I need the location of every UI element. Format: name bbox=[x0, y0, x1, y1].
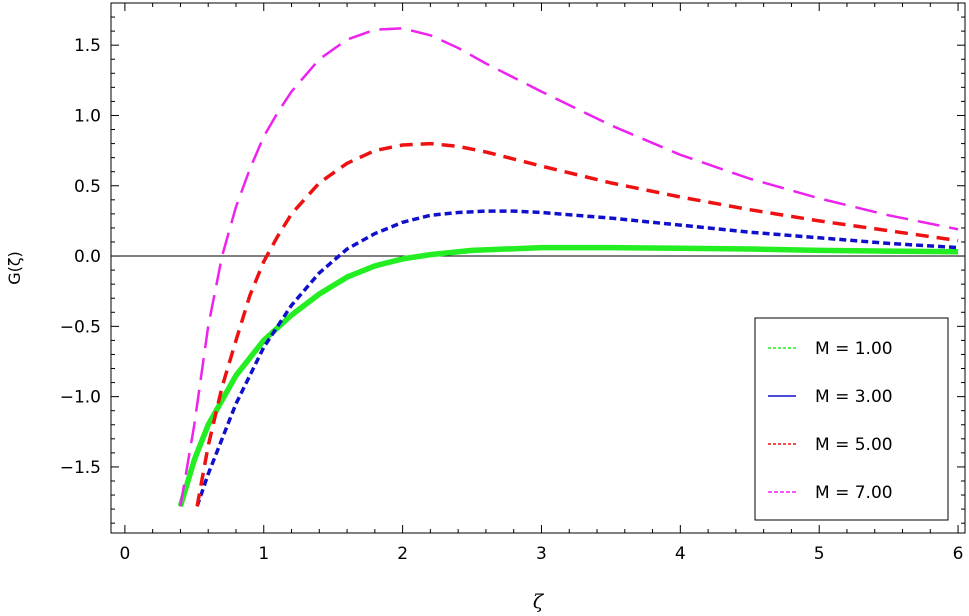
x-tick-label: 0 bbox=[119, 544, 130, 564]
x-tick-label: 5 bbox=[814, 544, 825, 564]
x-axis-label: ζ bbox=[533, 591, 545, 613]
plot-frame bbox=[110, 2, 966, 534]
x-tick-label: 2 bbox=[397, 544, 408, 564]
series-line-2 bbox=[195, 209, 959, 507]
x-tick-label: 6 bbox=[953, 544, 964, 564]
y-tick-label: −1.5 bbox=[60, 458, 101, 478]
series-layer bbox=[177, 27, 959, 508]
legend-label-1: M = 1.00 bbox=[815, 339, 893, 359]
legend-label-4: M = 7.00 bbox=[815, 483, 893, 503]
legend-label-3: M = 5.00 bbox=[815, 435, 893, 455]
series-line-4 bbox=[179, 27, 959, 507]
y-tick-label: −0.5 bbox=[60, 317, 101, 337]
x-tick-label: 4 bbox=[675, 544, 686, 564]
legend-box bbox=[754, 317, 949, 521]
y-axis-label: G(ζ) bbox=[5, 251, 24, 285]
y-tick-label: 1.0 bbox=[74, 106, 101, 126]
legend: M = 1.00 M = 3.00 M = 5.00 M = 7.00 bbox=[754, 317, 949, 521]
series-line-1 bbox=[177, 244, 959, 508]
legend-label-2: M = 3.00 bbox=[815, 387, 893, 407]
y-tick-label: 1.5 bbox=[74, 36, 101, 56]
x-tick-label: 3 bbox=[536, 544, 547, 564]
x-tick-label: 1 bbox=[258, 544, 269, 564]
axis-ticks: 0 1 2 3 4 5 6 −1.5 −1.0 −0.5 0.0 0.5 1.0 1.5 bbox=[60, 3, 965, 564]
y-tick-label: 0.5 bbox=[74, 177, 101, 197]
y-tick-label: −1.0 bbox=[60, 388, 101, 408]
series-line-3 bbox=[195, 141, 959, 507]
y-tick-label: 0.0 bbox=[74, 247, 101, 267]
